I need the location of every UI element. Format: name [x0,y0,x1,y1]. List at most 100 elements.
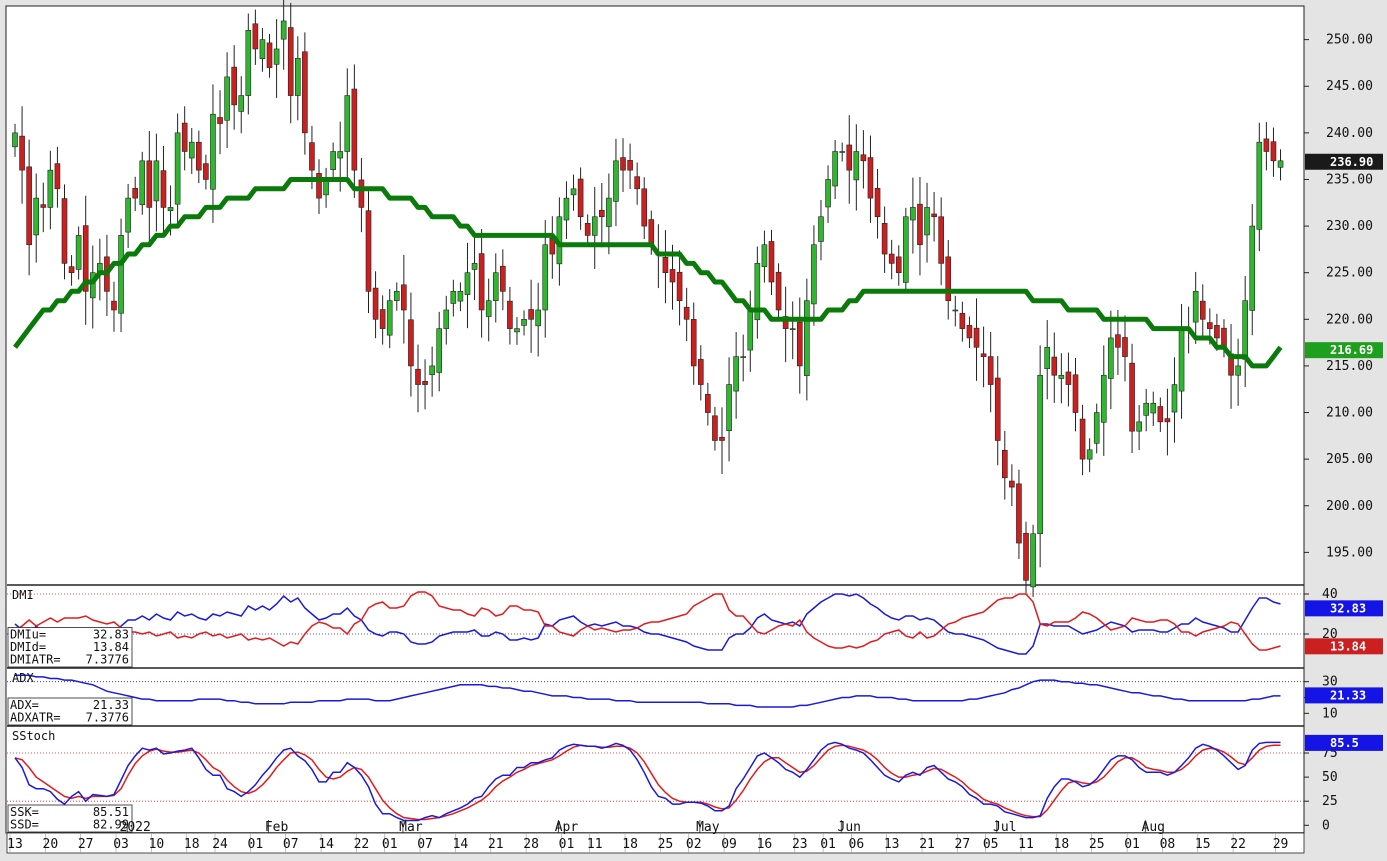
candle [910,177,916,254]
candle [500,249,506,311]
date-label: 25 [1089,837,1105,852]
candle [959,301,966,342]
candle [160,145,167,236]
candle [47,150,54,230]
candle [705,382,711,426]
candle [818,199,824,261]
candle [853,124,860,211]
date-label: 28 [523,837,539,852]
candle-body [287,27,294,96]
candle [238,76,245,134]
ssk-line [14,741,1281,822]
candle [344,68,351,183]
candle [917,176,923,276]
candle [68,255,75,286]
price-tick-label: 245.00 [1326,79,1373,94]
candle [1051,332,1058,403]
month-label: 2022 [120,820,151,835]
candle [429,346,435,397]
candle-body [1129,362,1135,432]
candle-body [379,309,386,329]
candle [54,146,61,208]
candle-body [789,328,796,330]
candle-body [408,319,414,367]
candle [754,246,761,339]
candle [987,331,994,413]
candle-body [1157,406,1164,423]
candle-body [811,244,817,305]
candle [577,167,584,230]
date-label: 22 [354,837,370,852]
candle-body [450,291,457,304]
date-label: 27 [78,837,94,852]
candle [839,142,845,162]
candle-body [26,166,32,246]
candle [697,345,704,401]
candle [12,123,18,157]
candle-body [754,263,761,321]
candle [535,282,541,357]
candle [606,173,612,255]
ma-value-box: 216.69 [1305,342,1383,359]
value-box-text: 32.83 [1330,601,1366,615]
candle [196,130,202,184]
candle [203,154,209,190]
dmi-down-box: 13.84 [1305,638,1383,655]
candle [280,0,287,70]
candle-body [309,142,315,171]
candle-body [959,312,966,329]
candle [358,157,365,233]
dmi-down-line [14,591,1281,651]
candle [507,286,513,345]
candle [125,183,131,249]
candle-body [1192,291,1199,323]
candle [528,279,534,353]
candle-body [89,272,96,299]
candle-body [832,151,838,187]
candle [1108,310,1114,410]
candle-body [302,51,308,134]
candle [266,33,273,78]
candle-body [1030,533,1036,588]
readout-value: 32.83 [93,628,129,642]
candle-body [1051,356,1058,376]
last-price-box: 236.90 [1305,153,1383,170]
readout-key: SSK= [10,805,39,819]
candle-body [690,319,697,367]
candle-body [1256,141,1263,230]
candle [231,45,237,130]
candle-body [365,210,372,292]
month-label: Jul [993,820,1016,835]
candle [903,207,909,293]
candle [1086,438,1093,473]
candle-body [1164,418,1171,423]
candle [294,36,301,121]
candle [259,28,266,72]
candle [75,226,82,280]
candle-body [492,272,499,301]
candle-body [188,141,195,159]
readout-key: DMIu= [10,628,46,642]
candle [591,186,598,269]
candle-body [1093,412,1100,444]
candle [1277,149,1284,181]
date-label: 14 [453,837,469,852]
candle [379,295,386,345]
candle [492,253,499,323]
readout-value: 7.3776 [86,653,129,667]
candle-body [535,309,541,327]
candle [1100,345,1107,456]
candle [1030,524,1036,597]
date-label: 09 [721,837,737,852]
candle-body [61,198,68,264]
candle [1263,122,1270,171]
value-box-bg [1305,638,1383,655]
candle-body [917,203,923,246]
candle-body [1044,346,1051,370]
candle [401,254,407,344]
month-label: Apr [555,820,579,835]
candle-body [733,356,739,392]
candle-body [1079,418,1086,460]
candle-body [719,436,725,441]
readout-key: DMIATR= [10,653,61,667]
